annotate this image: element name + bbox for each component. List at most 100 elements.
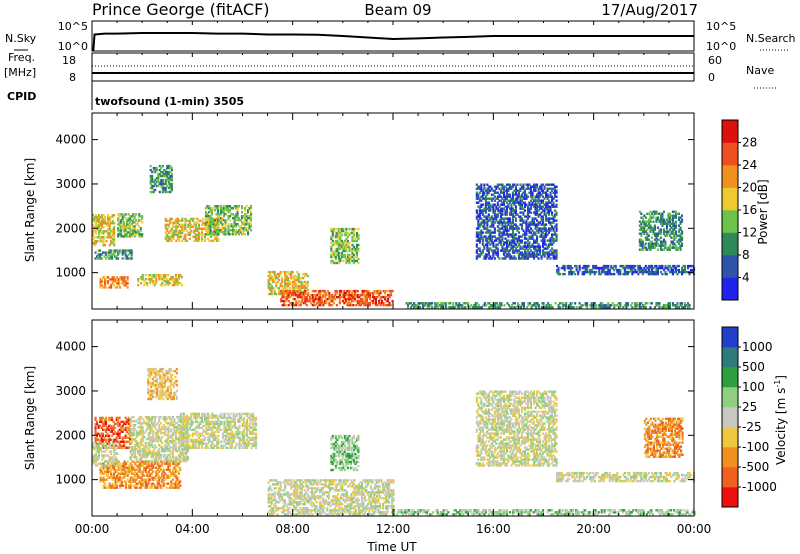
echo-cell	[608, 270, 611, 274]
echo-cell	[179, 219, 182, 222]
echo-cell	[652, 244, 655, 247]
echo-cell	[549, 229, 552, 232]
echo-cell	[536, 245, 539, 248]
echo-cell	[174, 276, 177, 279]
echo-cell	[221, 231, 224, 234]
echo-cell	[343, 301, 346, 305]
echo-cell	[548, 221, 551, 224]
echo-cell	[206, 223, 209, 226]
echo-cell	[284, 295, 287, 299]
echo-cell	[677, 240, 680, 243]
echo-cell	[505, 241, 508, 244]
echo-cell	[354, 255, 357, 259]
echo-cell	[667, 302, 670, 305]
echo-cell	[599, 304, 602, 307]
echo-cell	[175, 233, 178, 236]
echo-cell	[227, 227, 230, 230]
echo-cell	[355, 303, 358, 307]
echo-cell	[216, 223, 219, 226]
echo-cell	[542, 199, 545, 202]
echo-cell	[496, 191, 499, 194]
echo-cell	[499, 213, 502, 216]
echo-cell	[513, 209, 516, 212]
echo-cell	[179, 282, 182, 285]
echo-cell	[197, 231, 200, 234]
echo-cell	[505, 253, 508, 256]
echo-cell	[166, 219, 169, 222]
echo-cell	[552, 257, 555, 260]
echo-cell	[552, 183, 555, 186]
echo-cell	[239, 225, 242, 228]
echo-cell	[671, 210, 674, 213]
echo-cell	[662, 230, 665, 233]
echo-cell	[536, 249, 539, 252]
echo-cell	[164, 280, 167, 283]
echo-cell	[643, 214, 646, 217]
echo-cell	[235, 223, 238, 226]
echo-cell	[487, 253, 490, 256]
echo-cell	[302, 284, 305, 288]
echo-cell	[492, 253, 495, 256]
echo-cell	[533, 251, 536, 254]
echo-cell	[475, 193, 478, 196]
echo-cell	[184, 221, 187, 224]
echo-cell	[108, 232, 111, 235]
echo-cell	[171, 278, 174, 281]
echo-cell	[123, 466, 126, 469]
echo-cell	[136, 221, 139, 224]
echo-cell	[131, 466, 134, 469]
echo-cell	[213, 225, 216, 228]
echo-cell	[475, 201, 478, 204]
echo-cell	[656, 238, 659, 241]
echo-cell	[674, 304, 677, 307]
echo-cell	[643, 304, 646, 307]
echo-cell	[299, 286, 302, 290]
colorbar-tick-label: 24	[742, 158, 757, 172]
echo-cell	[502, 251, 505, 254]
echo-cell	[677, 270, 680, 274]
echo-cell	[539, 245, 542, 248]
echo-cell	[647, 242, 650, 245]
echo-cell	[346, 231, 349, 235]
echo-cell	[523, 257, 526, 260]
echo-cell	[478, 239, 481, 242]
echo-cell	[319, 295, 322, 299]
echo-cell	[677, 242, 680, 245]
echo-cell	[622, 272, 625, 276]
echo-cell	[95, 232, 98, 235]
echo-cell	[299, 280, 302, 284]
echo-cell	[131, 420, 134, 423]
echo-cell	[546, 203, 549, 206]
echo-cell	[213, 231, 216, 234]
echo-cell	[159, 464, 162, 467]
echo-cell	[505, 189, 508, 192]
echo-cell	[111, 240, 114, 243]
echo-cell	[540, 207, 543, 210]
echo-cell	[137, 441, 140, 445]
echo-cell	[507, 217, 510, 220]
echo-cell	[110, 242, 113, 245]
echo-cell	[661, 240, 664, 243]
echo-cell	[149, 474, 152, 477]
echo-cell	[523, 193, 526, 196]
echo-cell	[169, 219, 172, 222]
echo-cell	[152, 184, 155, 188]
echo-cell	[684, 306, 687, 309]
echo-cell	[494, 306, 497, 309]
echo-cell	[99, 476, 102, 479]
echo-cell	[543, 253, 546, 256]
echo-cell	[129, 219, 132, 222]
echo-cell	[117, 472, 120, 475]
echo-cell	[113, 230, 116, 233]
echo-cell	[212, 239, 215, 242]
echo-cell	[514, 243, 517, 246]
echo-cell	[171, 462, 174, 465]
echo-cell	[502, 241, 505, 244]
echo-cell	[536, 229, 539, 232]
echo-cell	[108, 484, 111, 487]
echo-cell	[191, 217, 194, 221]
echo-cell	[168, 282, 171, 285]
echo-cell	[598, 272, 601, 276]
echo-cell	[117, 284, 120, 287]
echo-cell	[219, 221, 222, 224]
